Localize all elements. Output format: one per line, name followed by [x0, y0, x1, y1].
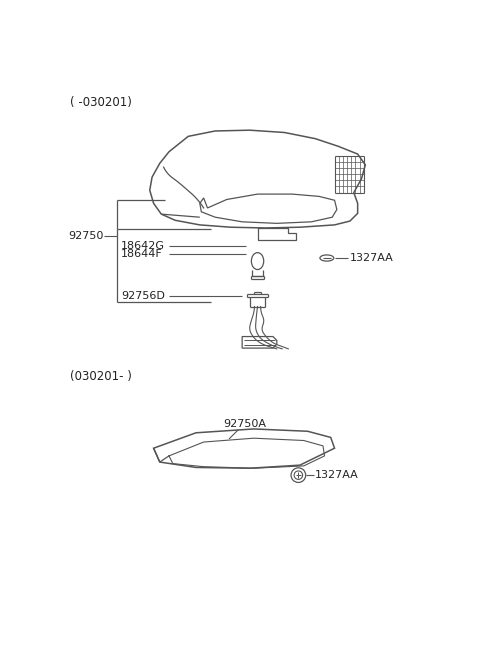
- Text: 92756D: 92756D: [121, 291, 165, 301]
- Text: 1327AA: 1327AA: [315, 470, 359, 480]
- Text: ( -030201): ( -030201): [71, 96, 132, 109]
- Text: 1327AA: 1327AA: [350, 253, 394, 263]
- Text: (030201- ): (030201- ): [71, 369, 132, 383]
- Text: 18644F: 18644F: [121, 249, 163, 259]
- Text: 92750A: 92750A: [223, 419, 266, 429]
- Text: 18642G: 18642G: [121, 242, 165, 252]
- Text: 92750: 92750: [68, 231, 104, 240]
